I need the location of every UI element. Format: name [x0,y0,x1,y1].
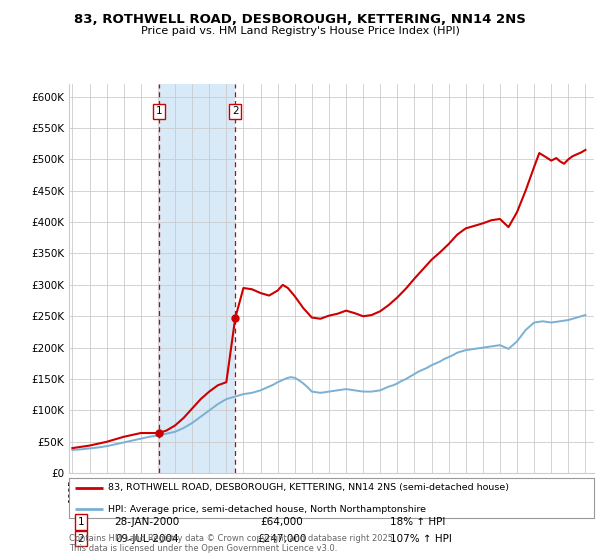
Text: 18% ↑ HPI: 18% ↑ HPI [390,517,445,527]
Text: 1: 1 [156,106,163,116]
Text: 1: 1 [77,517,85,527]
Text: 83, ROTHWELL ROAD, DESBOROUGH, KETTERING, NN14 2NS (semi-detached house): 83, ROTHWELL ROAD, DESBOROUGH, KETTERING… [109,483,509,492]
Text: 107% ↑ HPI: 107% ↑ HPI [390,534,452,544]
Text: HPI: Average price, semi-detached house, North Northamptonshire: HPI: Average price, semi-detached house,… [109,505,427,514]
Text: Contains HM Land Registry data © Crown copyright and database right 2025.
This d: Contains HM Land Registry data © Crown c… [69,534,395,553]
Text: 2: 2 [232,106,239,116]
Text: £64,000: £64,000 [260,517,304,527]
Bar [159,84,235,473]
Text: 2: 2 [77,534,85,544]
Text: Price paid vs. HM Land Registry's House Price Index (HPI): Price paid vs. HM Land Registry's House … [140,26,460,36]
Text: 83, ROTHWELL ROAD, DESBOROUGH, KETTERING, NN14 2NS: 83, ROTHWELL ROAD, DESBOROUGH, KETTERING… [74,13,526,26]
Text: 09-JUL-2004: 09-JUL-2004 [115,534,179,544]
Text: £247,000: £247,000 [257,534,307,544]
Text: 28-JAN-2000: 28-JAN-2000 [115,517,179,527]
